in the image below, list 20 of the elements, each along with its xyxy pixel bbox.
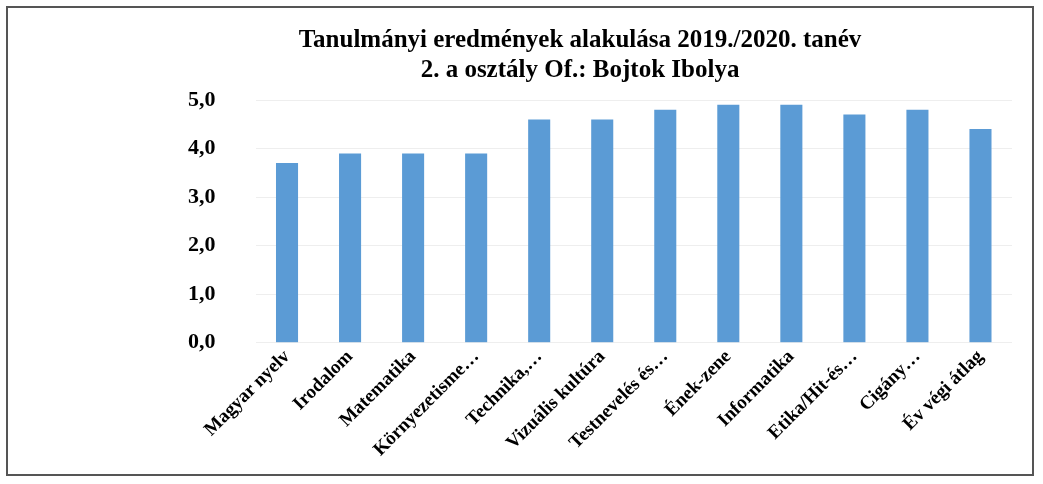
y-tick-label: 0,0 [188, 328, 216, 354]
chart-title: Tanulmányi eredmények alakulása 2019./2020. tanév [298, 25, 862, 53]
bar [906, 109, 929, 343]
y-tick-label: 4,0 [188, 134, 216, 160]
bar [654, 109, 677, 343]
y-tick-label: 1,0 [188, 279, 216, 305]
y-tick-label: 2,0 [188, 231, 216, 257]
bar [591, 119, 614, 343]
y-tick-label: 5,0 [188, 85, 216, 111]
bar [843, 114, 866, 343]
bar [969, 129, 992, 343]
chart-subtitle: 2. a osztály Of.: Bojtok Ibolya [420, 55, 740, 83]
bar [275, 163, 299, 343]
y-tick-label: 3,0 [188, 182, 216, 208]
bar [465, 153, 488, 343]
bar [528, 119, 551, 343]
bar [402, 153, 425, 343]
bar [780, 104, 803, 343]
bar [339, 153, 362, 343]
bar [717, 104, 740, 343]
